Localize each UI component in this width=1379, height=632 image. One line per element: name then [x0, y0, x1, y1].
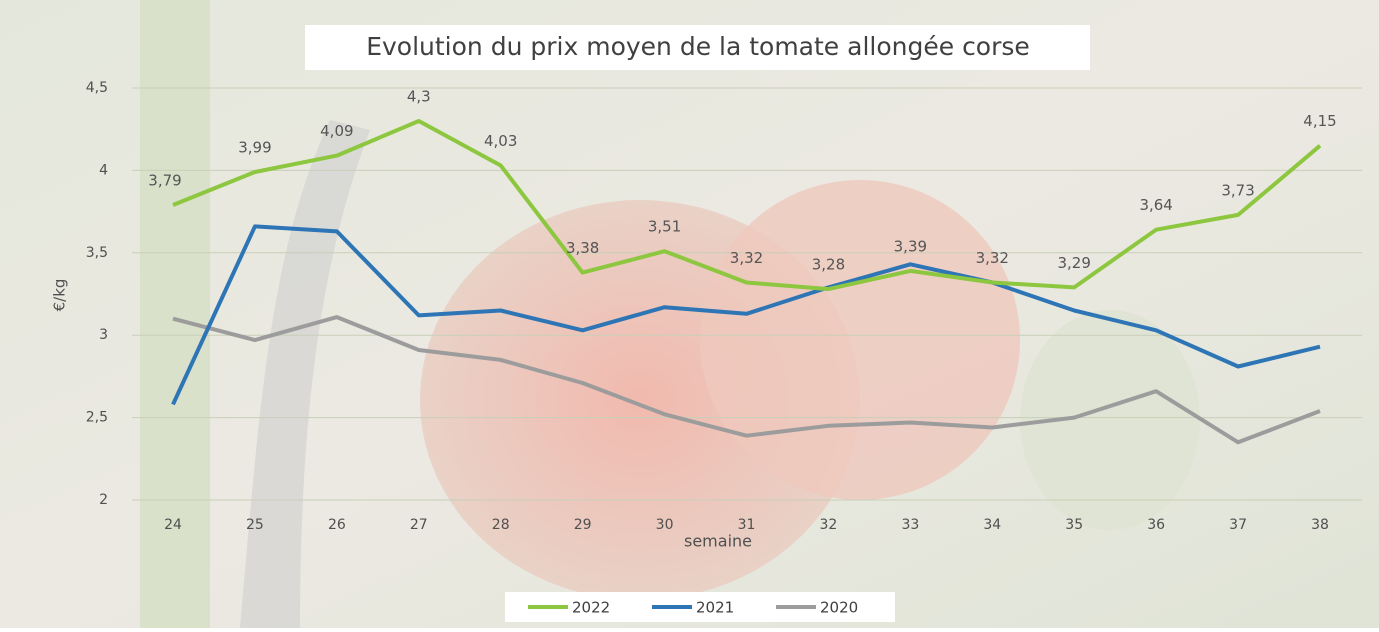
- page: {"chart_data": {"type": "line", "title":…: [0, 0, 1379, 628]
- data-label: 3,99: [238, 139, 271, 157]
- chart-title: Evolution du prix moyen de la tomate all…: [366, 32, 1030, 61]
- y-tick-label: 3,5: [86, 245, 108, 261]
- y-tick-label: 4: [99, 162, 108, 178]
- x-tick-label: 35: [1065, 517, 1083, 533]
- tomato: [700, 180, 1020, 500]
- data-label: 3,79: [148, 172, 181, 190]
- y-axis-label: €/kg: [51, 279, 69, 312]
- x-tick-label: 34: [983, 517, 1001, 533]
- x-tick-label: 32: [820, 517, 838, 533]
- x-axis-label: semaine: [684, 532, 752, 551]
- data-label: 3,28: [812, 256, 845, 274]
- data-label: 3,51: [648, 218, 681, 236]
- data-label: 3,32: [976, 249, 1009, 267]
- y-tick-label: 3: [99, 327, 108, 343]
- x-tick-label: 38: [1311, 517, 1329, 533]
- x-tick-label: 26: [328, 517, 346, 533]
- data-label: 3,38: [566, 239, 599, 257]
- data-label: 4,3: [407, 87, 431, 105]
- stem: [140, 0, 210, 628]
- x-tick-label: 28: [492, 517, 510, 533]
- x-tick-label: 29: [574, 517, 592, 533]
- legend-label: 2020: [820, 599, 858, 617]
- legend-label: 2021: [696, 599, 734, 617]
- x-tick-label: 27: [410, 517, 428, 533]
- legend-label: 2022: [572, 599, 610, 617]
- x-tick-label: 37: [1229, 517, 1247, 533]
- x-tick-label: 30: [656, 517, 674, 533]
- data-label: 3,39: [894, 237, 927, 255]
- chart: Evolution du prix moyen de la tomate all…: [0, 0, 1379, 628]
- data-label: 4,09: [320, 122, 353, 140]
- x-tick-label: 31: [738, 517, 756, 533]
- data-label: 3,29: [1058, 254, 1091, 272]
- data-label: 3,64: [1139, 196, 1172, 214]
- data-label: 4,03: [484, 132, 517, 150]
- x-tick-label: 24: [164, 517, 182, 533]
- y-tick-label: 4,5: [86, 80, 108, 96]
- y-tick-label: 2: [99, 492, 108, 508]
- data-label: 3,32: [730, 249, 763, 267]
- x-tick-label: 33: [901, 517, 919, 533]
- y-tick-label: 2,5: [86, 410, 108, 426]
- x-tick-label: 25: [246, 517, 264, 533]
- data-label: 4,15: [1303, 112, 1336, 130]
- x-tick-label: 36: [1147, 517, 1165, 533]
- data-label: 3,73: [1221, 181, 1254, 199]
